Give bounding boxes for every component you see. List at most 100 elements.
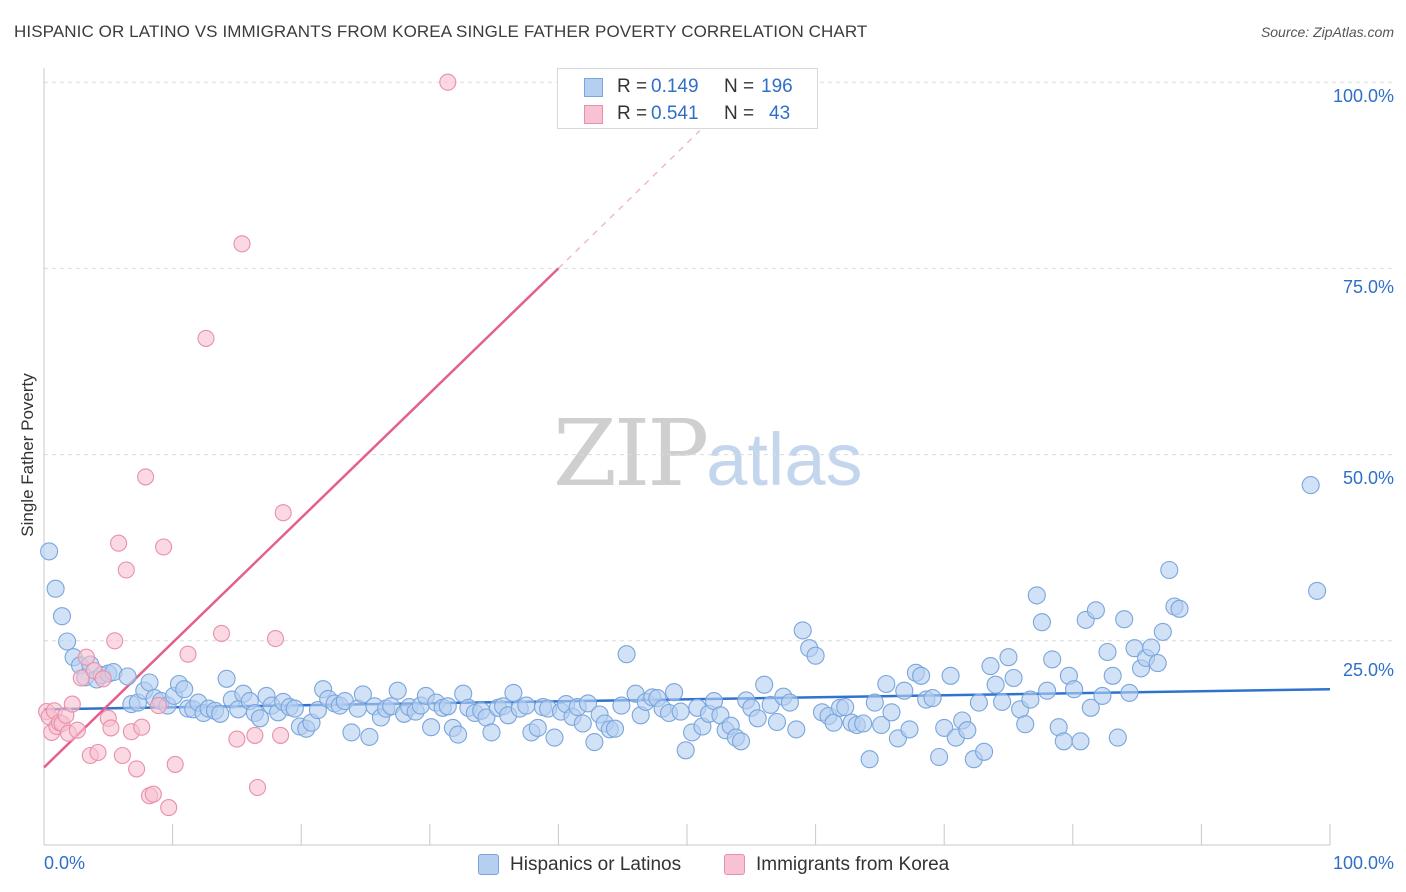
- point-korea: [212, 624, 231, 642]
- point-hispanic: [504, 683, 523, 702]
- point-hispanic: [780, 693, 799, 712]
- point-hispanic: [1301, 476, 1320, 495]
- point-hispanic: [585, 733, 604, 752]
- point-hispanic: [836, 698, 855, 717]
- point-hispanic: [517, 696, 536, 715]
- point-hispanic: [217, 669, 236, 688]
- point-hispanic: [285, 699, 304, 718]
- point-hispanic: [993, 692, 1012, 711]
- point-korea: [117, 561, 135, 579]
- point-hispanic: [1016, 715, 1035, 734]
- point-hispanic: [422, 718, 441, 737]
- point-hispanic: [1021, 690, 1040, 709]
- point-hispanic: [671, 702, 690, 721]
- point-hispanic: [342, 723, 361, 742]
- point-hispanic: [872, 715, 891, 735]
- point-hispanic: [360, 727, 379, 746]
- point-korea: [137, 468, 155, 486]
- point-korea: [63, 695, 81, 713]
- point-hispanic: [605, 719, 625, 738]
- point-hispanic: [1153, 622, 1172, 641]
- point-korea: [248, 778, 267, 797]
- y-axis-label: Single Father Poverty: [18, 373, 37, 537]
- n-label: N =: [724, 103, 755, 124]
- point-hispanic: [1120, 683, 1139, 702]
- point-hispanic: [1160, 560, 1179, 580]
- x-tick-label-100: 100.0%: [1332, 853, 1394, 873]
- y-tick-label-50: 50.0%: [1342, 468, 1394, 488]
- point-hispanic: [755, 675, 774, 694]
- point-korea: [197, 329, 215, 347]
- point-hispanic: [923, 689, 942, 708]
- point-hispanic: [1142, 638, 1161, 657]
- point-hispanic: [935, 718, 954, 737]
- legend-label: Hispanics or Latinos: [510, 854, 682, 875]
- watermark-atlas: atlas: [706, 418, 863, 501]
- point-korea: [233, 235, 251, 253]
- point-hispanic: [617, 645, 636, 664]
- point-hispanic: [854, 714, 873, 733]
- point-hispanic: [787, 720, 806, 739]
- point-hispanic: [1093, 686, 1112, 705]
- x-tick-label-0: 0.0%: [44, 853, 86, 873]
- point-hispanic: [999, 648, 1018, 667]
- point-hispanic: [388, 681, 407, 700]
- trend-line-korea: [43, 267, 560, 769]
- point-hispanic: [52, 607, 72, 626]
- point-korea: [266, 630, 285, 648]
- point-hispanic: [250, 709, 270, 728]
- point-hispanic: [528, 718, 547, 737]
- point-korea: [106, 632, 124, 650]
- point-hispanic: [1148, 654, 1167, 673]
- point-hispanic: [877, 674, 896, 694]
- point-korea: [228, 730, 246, 748]
- legend-swatch-blue: [478, 854, 499, 875]
- point-korea: [246, 726, 264, 744]
- point-hispanic: [175, 680, 194, 699]
- point-hispanic: [1043, 650, 1062, 669]
- point-hispanic: [865, 693, 884, 712]
- point-hispanic: [578, 694, 598, 713]
- point-korea: [149, 697, 168, 715]
- point-hispanic: [438, 697, 457, 716]
- point-hispanic: [824, 713, 843, 732]
- point-hispanic: [1027, 586, 1046, 605]
- point-hispanic: [58, 632, 77, 651]
- point-hispanic: [482, 723, 501, 742]
- legend-swatch-pink: [724, 854, 745, 875]
- point-korea: [274, 504, 292, 522]
- point-hispanic: [449, 725, 468, 744]
- point-hispanic: [1098, 642, 1117, 662]
- legend-swatch-pink: [584, 105, 603, 124]
- point-hispanic: [1108, 728, 1127, 747]
- point-hispanic: [612, 696, 631, 715]
- r-value: 0.149: [651, 76, 699, 97]
- point-korea: [102, 719, 120, 737]
- point-hispanic: [930, 747, 949, 767]
- point-hispanic: [761, 695, 780, 714]
- y-tick-label-100: 100.0%: [1332, 86, 1394, 106]
- point-korea: [166, 755, 184, 773]
- point-hispanic: [1032, 613, 1051, 632]
- point-korea: [272, 726, 290, 744]
- point-hispanic: [676, 741, 695, 760]
- point-hispanic: [767, 712, 787, 732]
- point-korea: [89, 743, 107, 762]
- point-hispanic: [806, 646, 825, 665]
- n-value: 196: [761, 76, 793, 97]
- point-korea: [94, 670, 112, 688]
- zipatlas-watermark: ZIPatlas: [553, 400, 862, 507]
- point-hispanic: [731, 732, 751, 751]
- point-hispanic: [573, 714, 592, 733]
- point-hispanic: [895, 681, 914, 700]
- point-korea: [113, 746, 131, 765]
- source-credit: Source: ZipAtlas.com: [1260, 24, 1394, 40]
- point-korea: [133, 718, 151, 736]
- point-korea: [144, 785, 162, 803]
- point-korea: [128, 760, 146, 778]
- point-hispanic: [1086, 601, 1105, 620]
- point-hispanic: [975, 742, 994, 761]
- point-korea: [179, 645, 197, 663]
- point-hispanic: [1308, 581, 1327, 600]
